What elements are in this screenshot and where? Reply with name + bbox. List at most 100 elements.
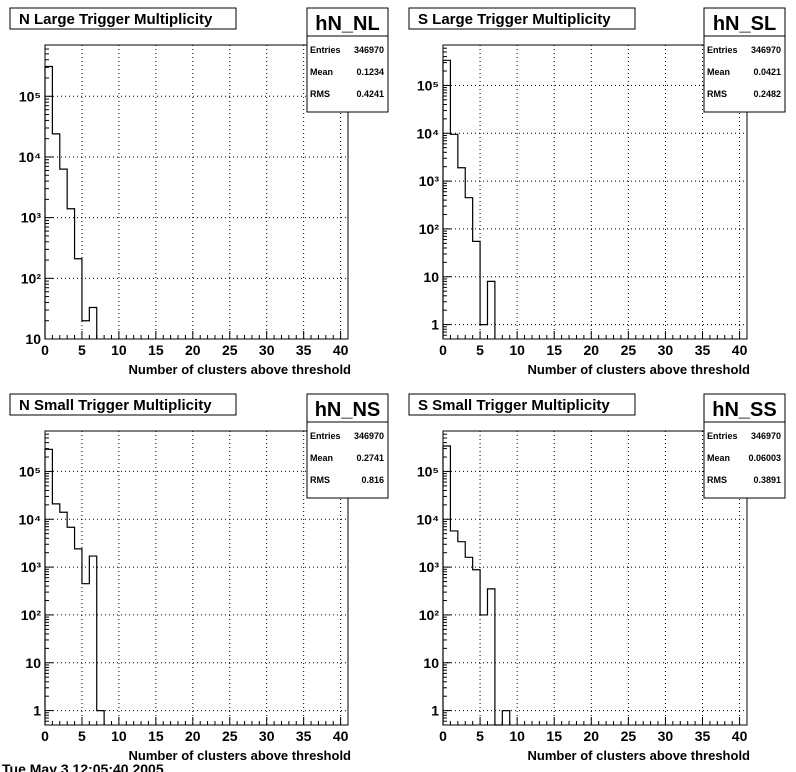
stats-rms-value: 0.816 (361, 475, 384, 485)
y-tick-label: 10² (419, 221, 440, 237)
histogram-bin (458, 542, 465, 725)
y-tick-label: 10² (21, 270, 42, 286)
x-tick-label: 40 (333, 342, 349, 358)
x-tick-label: 5 (476, 342, 484, 358)
histogram-bin (60, 169, 67, 339)
stats-name: hN_SS (712, 399, 776, 421)
x-axis-label: Number of clusters above threshold (129, 748, 352, 763)
x-tick-label: 10 (509, 728, 525, 744)
histogram-line (44, 65, 98, 339)
x-tick-label: 0 (41, 342, 49, 358)
x-tick-label: 30 (259, 728, 275, 744)
stats-name: hN_NS (315, 399, 381, 421)
histogram-bin (502, 711, 509, 725)
x-tick-label: 10 (111, 342, 127, 358)
histogram-bin (89, 308, 96, 339)
stats-mean-label: Mean (310, 67, 333, 77)
x-tick-label: 0 (41, 728, 49, 744)
title-box (9, 7, 237, 30)
y-tick-label: 10⁴ (417, 511, 440, 527)
histogram-line (44, 448, 105, 725)
histogram-bin (480, 615, 487, 725)
stats-entries-label: Entries (707, 45, 738, 55)
y-tick-label: 10³ (21, 210, 42, 226)
y-tick-label: 1 (431, 703, 439, 719)
histogram-bin (450, 134, 457, 339)
histogram-bin (67, 527, 74, 725)
y-tick-label: 10⁴ (417, 125, 440, 141)
title-box (408, 7, 636, 30)
y-tick-label: 1 (33, 703, 41, 719)
x-tick-label: 25 (222, 728, 238, 744)
histogram-bin (52, 504, 59, 725)
x-tick-label: 40 (732, 728, 748, 744)
x-tick-label: 10 (509, 342, 525, 358)
y-tick-label: 10 (423, 655, 439, 671)
chart-title: S Large Trigger Multiplicity (418, 11, 611, 28)
y-tick-label: 10⁴ (19, 149, 42, 165)
grid-lines (443, 45, 747, 339)
x-tick-label: 5 (78, 342, 86, 358)
grid-lines (45, 45, 348, 339)
histogram-bin (473, 241, 480, 339)
chart-panel-hN_NL: 0 5 10 15 20 25 30 35 40 10 10² 10³ 10⁴ 10⁵ Number of … (9, 7, 389, 377)
stats-box (703, 393, 786, 499)
plot-frame (44, 44, 349, 340)
x-tick-label: 0 (439, 342, 447, 358)
histogram-bin (60, 512, 67, 725)
x-axis-label: Number of clusters above threshold (528, 362, 751, 377)
y-tick-label: 10 (25, 655, 41, 671)
stats-mean-value: 0.2741 (356, 453, 384, 463)
x-tick-label: 30 (259, 342, 275, 358)
histogram-bin (82, 584, 89, 725)
stats-entries-label: Entries (707, 431, 738, 441)
stats-mean-label: Mean (707, 453, 730, 463)
histogram-bin (458, 168, 465, 339)
chart-panel-hN_NS: 0 5 10 15 20 25 30 35 40 1 10 10² 10³ 10⁴ 10⁵ Number of… (9, 393, 389, 763)
histogram-bin (97, 711, 104, 725)
stats-name: hN_SL (713, 13, 776, 35)
x-tick-label: 25 (621, 728, 637, 744)
x-tick-label: 20 (185, 342, 201, 358)
histogram-bin (473, 570, 480, 725)
stats-mean-value: 0.06003 (748, 453, 781, 463)
grid-lines (443, 431, 747, 725)
x-tick-label: 5 (476, 728, 484, 744)
title-box (9, 393, 237, 416)
histogram-bin (45, 66, 52, 339)
histogram-bin (465, 198, 472, 339)
y-tick-label: 10 (25, 331, 41, 347)
x-tick-label: 20 (185, 728, 201, 744)
x-tick-label: 35 (296, 728, 312, 744)
x-tick-label: 20 (584, 728, 600, 744)
chart-panel-hN_SS: 0 5 10 15 20 25 30 35 40 1 10 10² 10³ 10⁴ 10⁵ Number of… (408, 393, 786, 763)
x-tick-label: 15 (148, 342, 164, 358)
stats-rms-value: 0.4241 (356, 89, 384, 99)
x-tick-label: 20 (584, 342, 600, 358)
x-tick-label: 35 (695, 342, 711, 358)
y-tick-label: 1 (431, 317, 439, 333)
x-tick-label: 10 (111, 728, 127, 744)
x-tick-label: 35 (695, 728, 711, 744)
histogram-line (442, 59, 496, 339)
stats-mean-label: Mean (310, 453, 333, 463)
x-tick-label: 15 (148, 728, 164, 744)
y-tick-label: 10⁵ (19, 88, 41, 104)
stats-mean-value: 0.0421 (753, 67, 781, 77)
stats-box (703, 7, 786, 113)
histogram-bin (75, 549, 82, 725)
histogram-bin (89, 556, 96, 725)
stats-entries-value: 346970 (354, 45, 384, 55)
x-tick-label: 40 (333, 728, 349, 744)
stats-entries-label: Entries (310, 431, 341, 441)
x-tick-label: 30 (658, 728, 674, 744)
chart-title: S Small Trigger Multiplicity (418, 397, 610, 414)
y-tick-label: 10² (21, 607, 42, 623)
stats-rms-label: RMS (310, 475, 330, 485)
x-tick-label: 25 (621, 342, 637, 358)
stats-name: hN_NL (315, 13, 379, 35)
histogram-bin (480, 325, 487, 339)
x-tick-label: 15 (546, 728, 562, 744)
stats-entries-value: 346970 (751, 431, 781, 441)
